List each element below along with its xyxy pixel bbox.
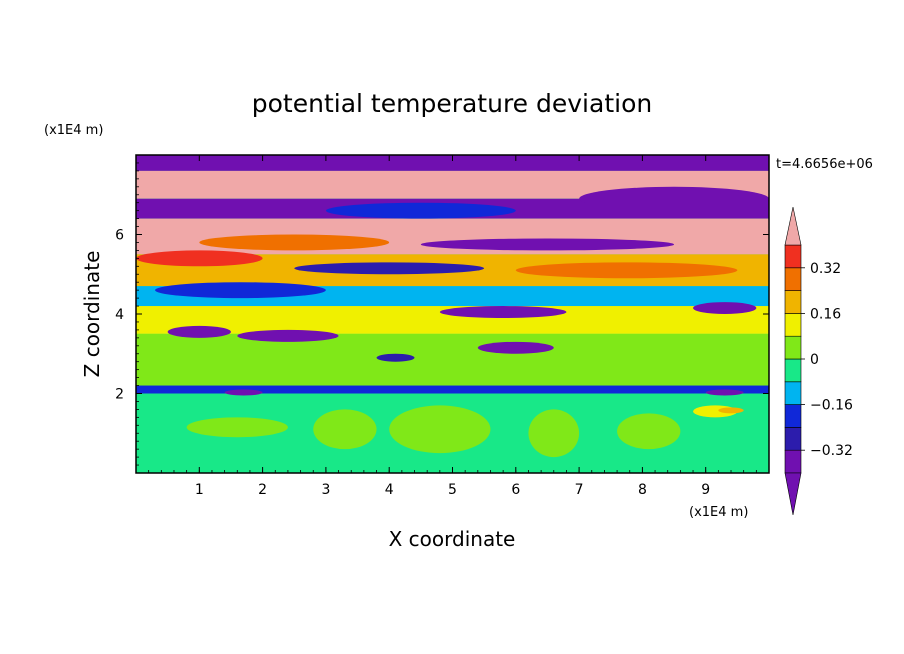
contour-feature: [294, 262, 485, 275]
colorbar-tick-label: 0: [810, 352, 819, 368]
contour-feature: [199, 234, 390, 251]
y-axis-unit: (x1E4 m): [44, 123, 103, 138]
contour-band: [136, 333, 769, 386]
colorbar-tick-label: 0.16: [810, 306, 841, 322]
x-tick-label: 2: [258, 482, 267, 498]
contour-feature: [136, 250, 263, 267]
x-axis-ticks: 1 2 3 4 5 6 7 8 9: [148, 155, 770, 498]
contour-feature: [579, 186, 769, 211]
contour-feature: [135, 155, 421, 165]
colorbar-segment: [784, 449, 802, 474]
colorbar-labels: 0.32 0.16 0 −0.16 −0.32: [801, 261, 853, 459]
colorbar-under-arrow: [784, 472, 802, 516]
colorbar-tick-label: −0.16: [810, 398, 853, 414]
x-tick-label: 9: [701, 482, 710, 498]
x-tick-label: 1: [195, 482, 204, 498]
y-tick-label: 4: [115, 307, 124, 323]
x-tick-label: 8: [638, 482, 647, 498]
contour-feature: [313, 409, 377, 450]
contour-band: [136, 218, 769, 255]
contour-feature: [515, 262, 738, 279]
contour-feature: [294, 178, 548, 195]
colorbar: [784, 206, 802, 516]
y-tick-label: 6: [115, 228, 124, 244]
chart-title: potential temperature deviation: [252, 89, 652, 118]
colorbar-tick-label: −0.32: [810, 443, 853, 459]
x-tick-label: 4: [385, 482, 394, 498]
y-tick-label: 2: [115, 387, 124, 403]
colorbar-segment: [784, 244, 802, 269]
x-axis-unit: (x1E4 m): [689, 505, 748, 520]
contour-feature: [325, 202, 516, 219]
contour-feature: [186, 417, 288, 438]
colorbar-over-arrow: [784, 206, 802, 246]
colorbar-segment: [784, 427, 802, 451]
contour-feature: [420, 238, 675, 251]
contour-feature: [167, 325, 231, 338]
contour-feature: [167, 202, 358, 215]
colorbar-tick-label: 0.32: [810, 261, 841, 277]
contour-feature: [617, 413, 681, 450]
contour-feature: [154, 282, 326, 299]
contour-feature: [528, 409, 580, 458]
x-tick-label: 7: [575, 482, 584, 498]
colorbar-segment: [784, 290, 802, 314]
contour-feature: [693, 302, 757, 314]
colorbar-segment: [784, 335, 802, 360]
colorbar-segment: [784, 358, 802, 383]
y-axis-ticks: 2 4 6: [115, 162, 769, 466]
x-tick-label: 5: [448, 482, 457, 498]
contour-feature: [237, 329, 339, 342]
colorbar-segment: [784, 381, 802, 405]
contour-features: [135, 155, 769, 458]
contour-feature: [718, 407, 744, 414]
contour-feature: [439, 306, 567, 318]
x-tick-label: 6: [511, 482, 520, 498]
time-label: t=4.6656e+06: [776, 157, 873, 172]
contour-feature: [376, 353, 415, 362]
x-axis-title: X coordinate: [389, 527, 516, 551]
colorbar-segment: [784, 313, 802, 337]
contour-feature: [224, 389, 263, 396]
contour-feature: [477, 341, 554, 354]
contour-feature: [389, 405, 491, 454]
plot-area: [135, 154, 770, 474]
colorbar-segment: [784, 267, 802, 291]
contour-band: [136, 385, 769, 394]
colorbar-segment: [784, 404, 802, 428]
contour-feature: [705, 389, 744, 396]
x-tick-label: 3: [321, 482, 330, 498]
y-axis-title: Z coordinate: [80, 251, 104, 378]
